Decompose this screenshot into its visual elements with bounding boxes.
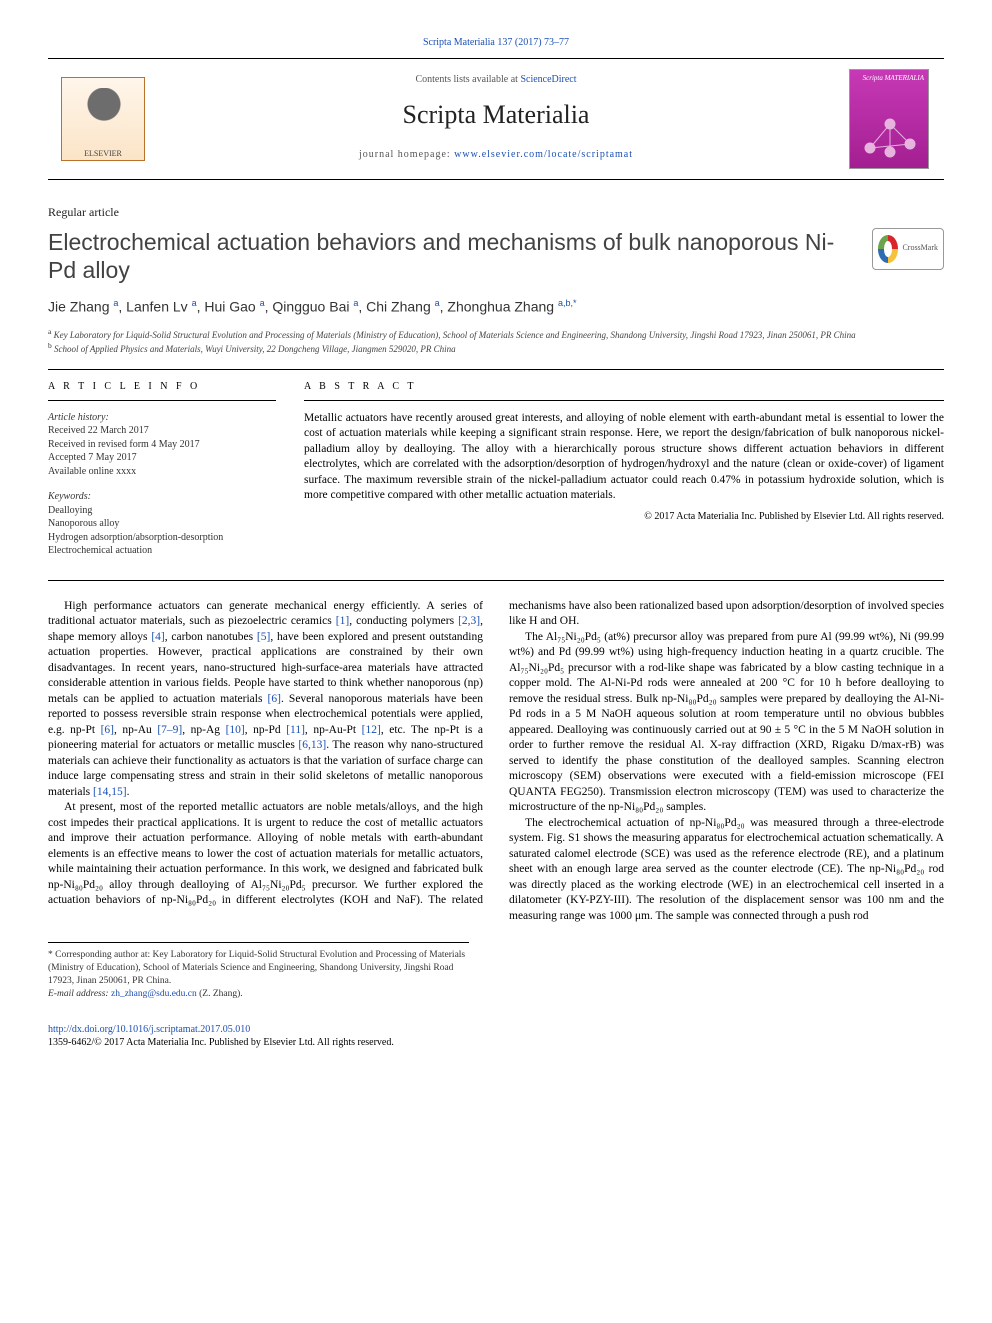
article-history: Article history: Received 22 March 2017 … <box>48 411 276 479</box>
article-body: High performance actuators can generate … <box>48 599 944 925</box>
affiliation-b-text: School of Applied Physics and Materials,… <box>54 344 456 354</box>
abstract-copyright: © 2017 Acta Materialia Inc. Published by… <box>304 510 944 524</box>
banner-center: Contents lists available at ScienceDirec… <box>158 59 834 179</box>
keyword-4: Electrochemical actuation <box>48 544 276 558</box>
running-header: Scripta Materialia 137 (2017) 73–77 <box>48 36 944 50</box>
crossmark-label: CrossMark <box>902 243 938 254</box>
citation-link[interactable]: [11] <box>286 724 305 736</box>
corresponding-email-line: E-mail address: zh_zhang@sdu.edu.cn (Z. … <box>48 988 469 1001</box>
body-paragraph-3: The Al₇₅Ni₂₀Pd₅ (at%) precursor alloy wa… <box>509 630 944 816</box>
author-list: Jie Zhang a, Lanfen Lv a, Hui Gao a, Qin… <box>48 297 944 317</box>
keywords-label: Keywords: <box>48 490 276 504</box>
abstract-block: A B S T R A C T Metallic actuators have … <box>304 380 944 570</box>
running-header-link[interactable]: Scripta Materialia 137 (2017) 73–77 <box>423 37 569 48</box>
crossmark-icon <box>878 235 898 263</box>
citation-link[interactable]: [4] <box>151 631 164 643</box>
citation-link[interactable]: [6] <box>101 724 114 736</box>
doi-link[interactable]: http://dx.doi.org/10.1016/j.scriptamat.2… <box>48 1024 250 1035</box>
page-footer: http://dx.doi.org/10.1016/j.scriptamat.2… <box>48 1023 944 1050</box>
cover-label: Scripta MATERIALIA <box>863 74 924 82</box>
citation-link[interactable]: [2,3] <box>458 615 480 627</box>
contents-line-pre: Contents lists available at <box>415 74 520 85</box>
history-received: Received 22 March 2017 <box>48 424 276 438</box>
citation-link[interactable]: [6] <box>268 693 281 705</box>
keywords-block: Keywords: Dealloying Nanoporous alloy Hy… <box>48 490 276 558</box>
abstract-text: Metallic actuators have recently aroused… <box>304 411 944 504</box>
section-rule <box>48 369 944 370</box>
email-person: (Z. Zhang). <box>199 989 243 999</box>
article-info-heading: A R T I C L E I N F O <box>48 380 276 401</box>
journal-banner: ELSEVIER Contents lists available at Sci… <box>48 58 944 180</box>
article-title: Electrochemical actuation behaviors and … <box>48 228 856 286</box>
cover-thumb-cell: Scripta MATERIALIA <box>834 59 944 179</box>
corresponding-footnote: * Corresponding author at: Key Laborator… <box>48 942 469 1000</box>
journal-cover-icon: Scripta MATERIALIA <box>849 69 929 169</box>
keyword-2: Nanoporous alloy <box>48 517 276 531</box>
citation-link[interactable]: [6,13] <box>298 739 326 751</box>
contents-line: Contents lists available at ScienceDirec… <box>158 73 834 87</box>
journal-homepage-link[interactable]: www.elsevier.com/locate/scriptamat <box>454 149 633 160</box>
keyword-1: Dealloying <box>48 504 276 518</box>
abstract-end-rule <box>48 580 944 581</box>
abstract-heading: A B S T R A C T <box>304 380 944 401</box>
keyword-3: Hydrogen adsorption/absorption-desorptio… <box>48 531 276 545</box>
body-paragraph-4: The electrochemical actuation of np-Ni₈₀… <box>509 816 944 925</box>
issn-copyright: 1359-6462/© 2017 Acta Materialia Inc. Pu… <box>48 1037 394 1048</box>
article-type: Regular article <box>48 204 944 220</box>
article-info-block: A R T I C L E I N F O Article history: R… <box>48 380 276 570</box>
citation-link[interactable]: [14,15] <box>93 786 127 798</box>
affiliation-a: a Key Laboratory for Liquid-Solid Struct… <box>48 327 944 341</box>
crossmark-badge[interactable]: CrossMark <box>872 228 944 270</box>
citation-link[interactable]: [5] <box>257 631 270 643</box>
meta-row: A R T I C L E I N F O Article history: R… <box>48 380 944 570</box>
history-revised: Received in revised form 4 May 2017 <box>48 438 276 452</box>
publisher-logo-cell: ELSEVIER <box>48 59 158 179</box>
body-paragraph-1: High performance actuators can generate … <box>48 599 483 801</box>
citation-link[interactable]: [12] <box>362 724 381 736</box>
history-online: Available online xxxx <box>48 465 276 479</box>
affiliation-b: b School of Applied Physics and Material… <box>48 341 944 355</box>
journal-name: Scripta Materialia <box>158 97 834 132</box>
affiliation-a-text: Key Laboratory for Liquid-Solid Structur… <box>54 330 856 340</box>
homepage-pre: journal homepage: <box>359 149 454 160</box>
corresponding-email-link[interactable]: zh_zhang@sdu.edu.cn <box>111 989 197 999</box>
sciencedirect-link[interactable]: ScienceDirect <box>520 74 576 85</box>
email-label: E-mail address: <box>48 989 111 999</box>
citation-link[interactable]: [10] <box>226 724 245 736</box>
elsevier-logo-icon: ELSEVIER <box>61 77 145 161</box>
history-accepted: Accepted 7 May 2017 <box>48 451 276 465</box>
history-label: Article history: <box>48 411 276 425</box>
journal-homepage-line: journal homepage: www.elsevier.com/locat… <box>158 148 834 162</box>
elsevier-logo-label: ELSEVIER <box>84 149 122 160</box>
citation-link[interactable]: [1] <box>336 615 349 627</box>
citation-link[interactable]: [7–9] <box>157 724 182 736</box>
corresponding-text: * Corresponding author at: Key Laborator… <box>48 949 469 987</box>
